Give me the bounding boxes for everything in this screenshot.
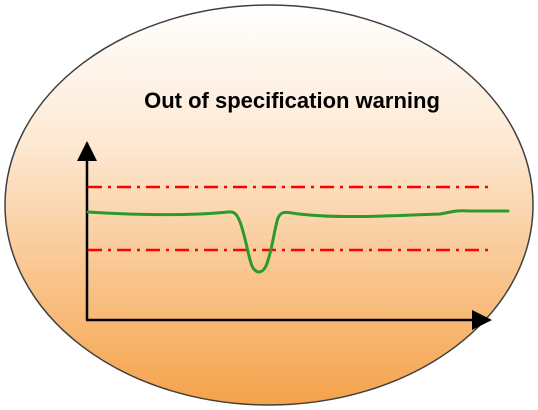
signal-curve bbox=[86, 209, 510, 274]
diagram-title: Out of specification warning bbox=[144, 88, 440, 113]
background-ellipse bbox=[4, 4, 534, 406]
